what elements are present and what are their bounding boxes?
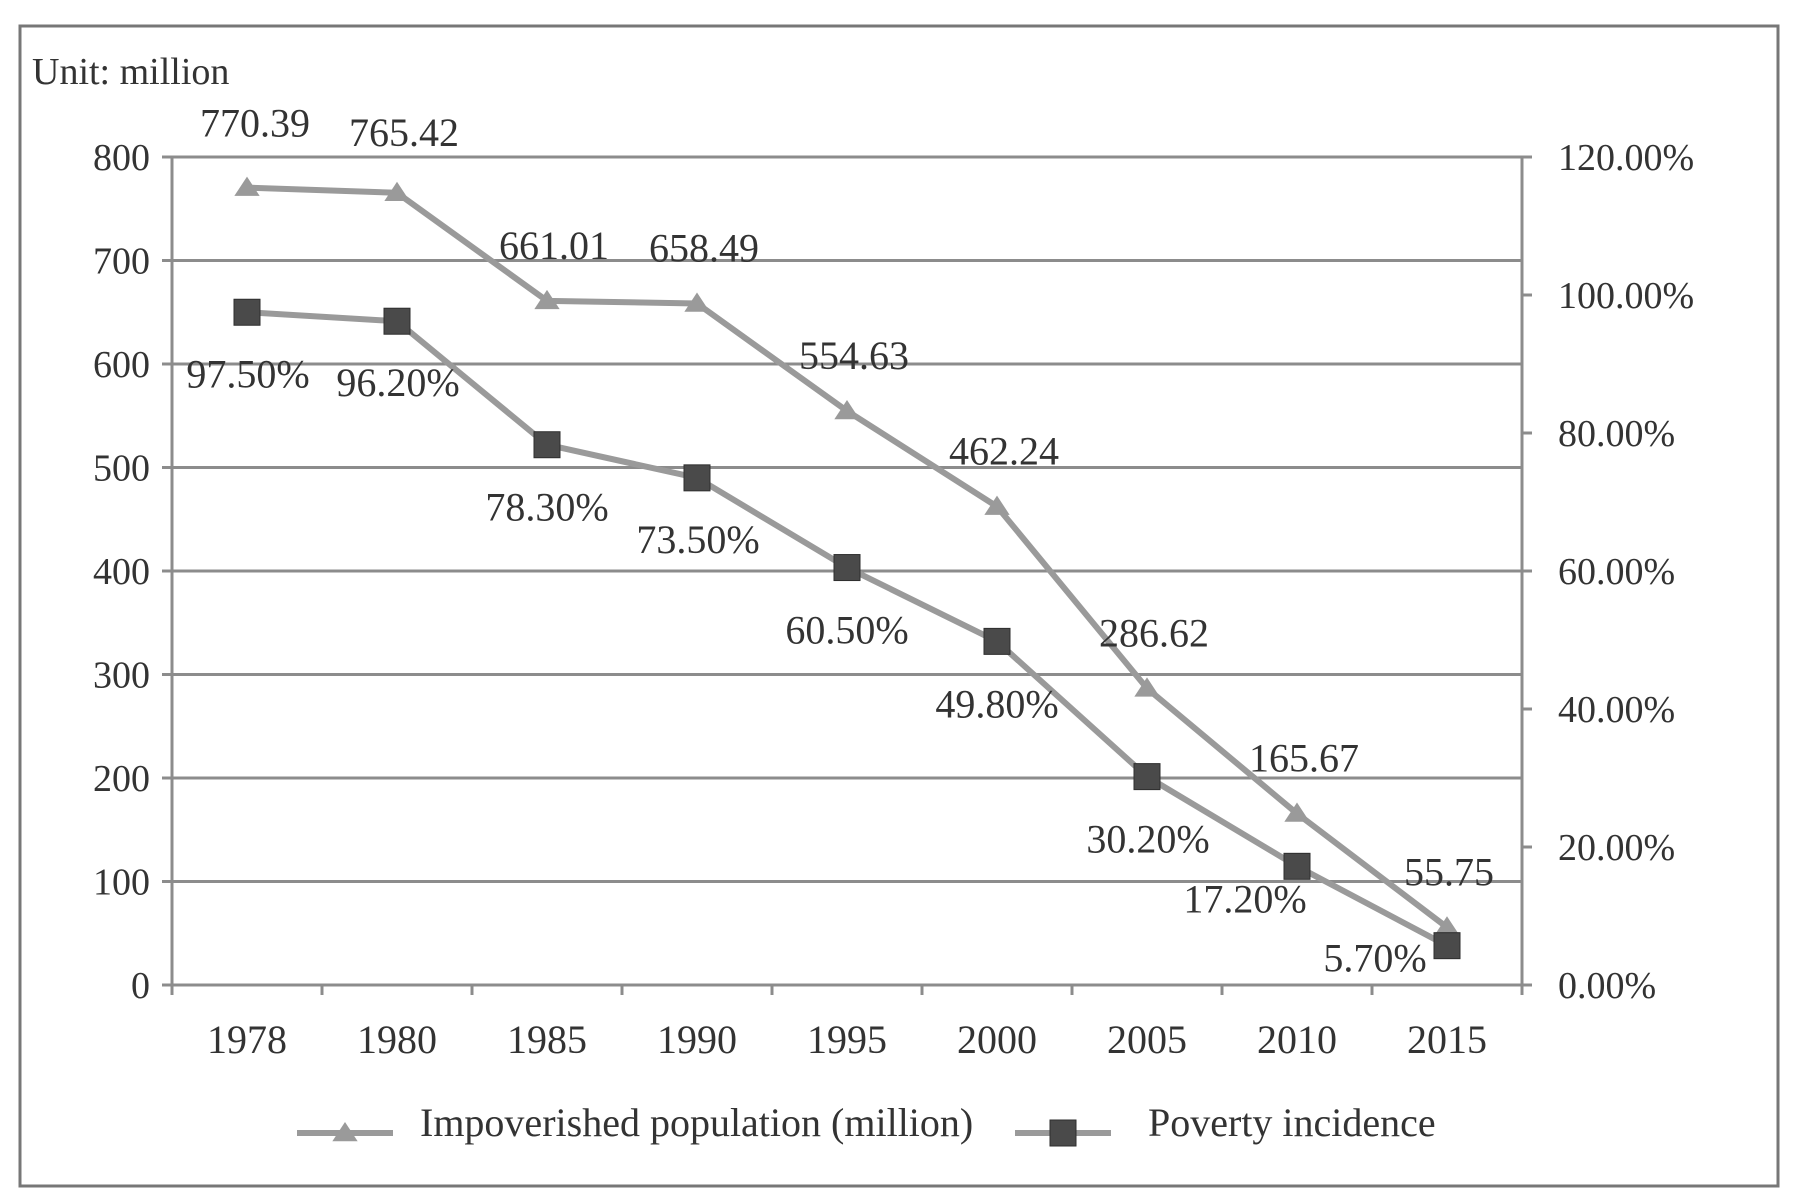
chart-frame [18,24,1780,1188]
incidence-data-label: 60.50% [785,608,908,653]
square-marker [983,627,1011,655]
square-marker [233,298,261,326]
left-axis-tick-label: 400 [93,551,150,593]
unit-label: Unit: million [32,51,229,93]
legend-population-label: Impoverished population (million) [420,1100,973,1145]
population-data-label: 462.24 [949,429,1059,474]
legend: Impoverished population (million) Poverty… [297,1100,1436,1147]
axes: 0 100 200 300 400 500 600 700 800 0.00% 20.00% 40.0… [93,137,1694,1062]
square-marker [683,464,711,492]
left-axis-tick-label: 700 [93,241,150,283]
triangle-marker [1134,677,1160,697]
right-axis-tick-label: 100.00% [1558,275,1694,317]
right-axis-tick-label: 40.00% [1558,689,1675,731]
triangle-marker [984,495,1010,515]
right-axis-tick-label: 60.00% [1558,551,1675,593]
x-axis-tick-label: 2000 [957,1017,1037,1062]
left-axis-tick-label: 800 [93,137,150,179]
population-data-label: 770.39 [200,101,310,146]
triangle-marker [1284,802,1310,822]
x-axis-tick-label: 2015 [1407,1017,1487,1062]
triangle-marker [234,176,260,196]
left-axis-tick-label: 0 [131,965,150,1007]
right-axis-tick-label: 20.00% [1558,827,1675,869]
right-axis-tick-label: 80.00% [1558,413,1675,455]
population-data-label: 286.62 [1099,610,1209,655]
incidence-data-label: 73.50% [636,517,759,562]
x-axis-tick-label: 1985 [507,1017,587,1062]
incidence-data-label: 5.70% [1323,936,1426,981]
population-data-label: 55.75 [1404,849,1494,894]
triangle-marker [534,289,560,310]
square-marker [1283,852,1311,880]
square-marker [1049,1119,1077,1147]
triangle-marker [684,292,710,312]
population-data-label: 661.01 [499,223,609,268]
gridlines [172,155,1522,883]
square-marker [833,554,861,582]
square-marker [1433,932,1461,960]
triangle-marker [1434,916,1460,936]
square-marker [383,307,411,335]
x-axis-tick-label: 1980 [357,1017,437,1062]
triangle-marker [332,1122,358,1142]
square-marker [1133,763,1161,791]
triangle-marker [834,399,860,420]
x-axis-tick-label: 1990 [657,1017,737,1062]
left-axis-tick-label: 200 [93,758,150,800]
incidence-data-label: 49.80% [935,681,1058,726]
x-axis-tick-label: 2005 [1107,1017,1187,1062]
x-axis-tick-label: 1978 [207,1017,287,1062]
population-data-label: 765.42 [349,110,459,155]
incidence-data-label: 97.50% [186,351,309,396]
data-labels: 770.39 765.42 661.01 658.49 554.63 462.24 286.… [186,101,1494,981]
left-axis-tick-label: 100 [93,862,150,904]
left-axis-tick-label: 600 [93,344,150,386]
series-lines [233,176,1461,960]
legend-incidence-label: Poverty incidence [1148,1100,1436,1145]
x-axis-tick-label: 2010 [1257,1017,1337,1062]
incidence-data-label: 17.20% [1183,876,1306,921]
square-marker [533,431,561,459]
triangle-marker [384,181,410,202]
incidence-data-label: 30.20% [1086,817,1209,862]
population-data-label: 554.63 [799,333,909,378]
population-data-label: 165.67 [1249,736,1359,781]
left-axis-tick-label: 500 [93,448,150,490]
right-axis-tick-label: 120.00% [1558,137,1694,179]
right-axis-tick-label: 0.00% [1558,965,1656,1007]
x-axis-tick-label: 1995 [807,1017,887,1062]
incidence-data-label: 96.20% [336,360,459,405]
population-data-label: 658.49 [649,225,759,270]
incidence-data-label: 78.30% [485,485,608,530]
left-axis-tick-label: 300 [93,655,150,697]
